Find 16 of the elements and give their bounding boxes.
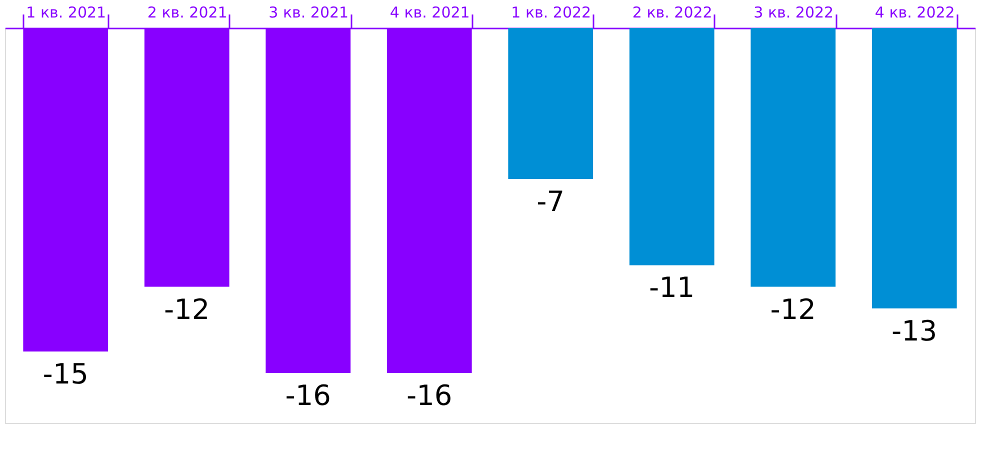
- data-label: -7: [536, 184, 565, 218]
- x-tick-label: 4 кв. 2021: [390, 4, 470, 22]
- x-tick-label: 2 кв. 2021: [147, 4, 228, 22]
- data-label: -11: [649, 271, 695, 304]
- x-tick-label: 1 кв. 2021: [26, 4, 106, 22]
- x-tick-label: 2 кв. 2022: [632, 4, 712, 22]
- x-tick-label: 3 кв. 2021: [268, 4, 349, 22]
- data-label: -13: [892, 314, 938, 348]
- data-label: -16: [285, 379, 331, 412]
- data-label: -12: [770, 292, 816, 326]
- data-label: -16: [406, 379, 452, 412]
- x-tick-label: 1 кв. 2022: [511, 4, 592, 22]
- data-label: -15: [42, 357, 88, 390]
- x-tick-label: 3 кв. 2022: [754, 4, 834, 22]
- data-label: -12: [164, 292, 210, 326]
- x-tick-label: 4 кв. 2022: [874, 4, 955, 22]
